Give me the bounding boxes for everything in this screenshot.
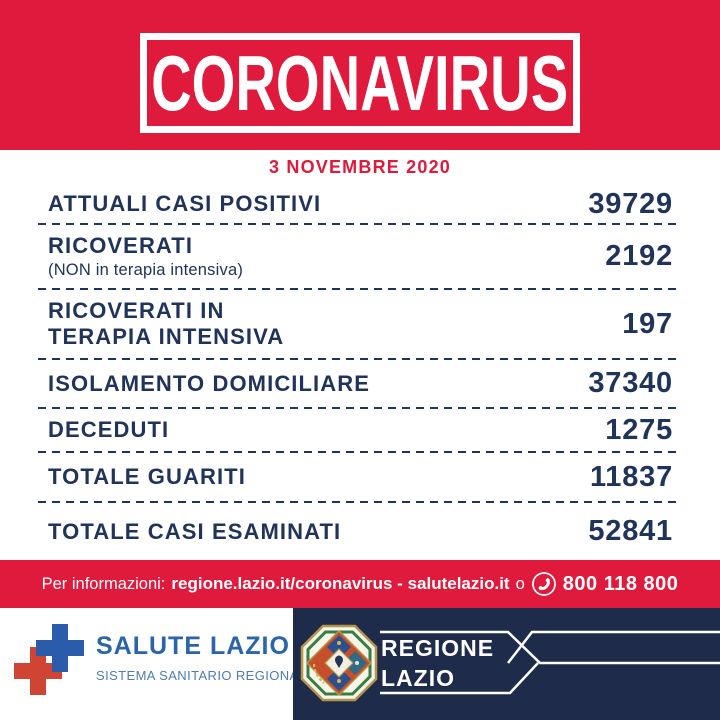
- title-box: CORONAVIRUS: [140, 33, 580, 133]
- regione-lazio-line1: REGIONE: [381, 635, 494, 661]
- dashed-separator: [38, 451, 678, 453]
- stat-label: RICOVERATI IN TERAPIA INTENSIVA: [48, 298, 285, 349]
- stat-label: ATTUALI CASI POSITIVI: [48, 191, 322, 217]
- stat-label: TOTALE GUARITI: [48, 464, 246, 490]
- stat-value: 197: [622, 307, 673, 340]
- stat-label: ISOLAMENTO DOMICILIARE: [48, 370, 371, 396]
- salute-lazio-subtitle: SISTEMA SANITARIO REGIONALE: [96, 668, 316, 683]
- info-prefix: Per informazioni:: [41, 574, 166, 593]
- dashed-separator: [38, 288, 678, 290]
- footer-info-bar: Per informazioni: regione.lazio.it/coron…: [0, 560, 720, 608]
- stat-row-ricoverati: RICOVERATI (NON in terapia intensiva) 21…: [48, 225, 673, 288]
- stat-value: 2192: [605, 240, 673, 272]
- info-links: regione.lazio.it/coronavirus - salutelaz…: [171, 574, 510, 593]
- stat-label: TOTALE CASI ESAMINATI: [48, 518, 342, 544]
- stat-row-isolamento-domiciliare: ISOLAMENTO DOMICILIARE 37340: [48, 360, 673, 407]
- phone-number: 800 118 800: [562, 572, 679, 595]
- report-date: 3 NOVEMBRE 2020: [268, 157, 452, 177]
- info-conjunction: o: [515, 574, 525, 593]
- double-cross-icon: [14, 624, 84, 695]
- stat-value: 52841: [588, 515, 673, 547]
- stat-row-terapia-intensiva: RICOVERATI IN TERAPIA INTENSIVA 197: [48, 290, 673, 358]
- stat-sublabel: (NON in terapia intensiva): [48, 260, 244, 279]
- logos-strip: SALUTE LAZIO SISTEMA SANITARIO REGIONALE: [0, 608, 720, 720]
- regione-lazio-line2: LAZIO: [381, 665, 455, 691]
- regione-lazio-crest-icon: [300, 624, 378, 702]
- stat-value: 39729: [588, 187, 673, 220]
- page-title: CORONAVIRUS: [151, 39, 569, 127]
- stat-label: DECEDUTI: [48, 417, 170, 443]
- stats-table: ATTUALI CASI POSITIVI 39729 RICOVERATI (…: [0, 185, 720, 560]
- regione-lazio-wordmark: REGIONE LAZIO: [380, 630, 720, 695]
- stat-row-totale-casi-esaminati: TOTALE CASI ESAMINATI 52841: [48, 503, 673, 560]
- phone-icon: [531, 572, 556, 596]
- salute-lazio-logo: SALUTE LAZIO SISTEMA SANITARIO REGIONALE: [0, 608, 315, 720]
- header-banner: CORONAVIRUS: [0, 0, 720, 150]
- stat-value: 1275: [605, 413, 673, 446]
- stat-value: 37340: [588, 367, 673, 399]
- dashed-separator: [38, 358, 678, 360]
- dashed-separator: [38, 407, 678, 409]
- stat-label: RICOVERATI: [48, 233, 194, 259]
- dashed-separator: [38, 223, 678, 225]
- stat-row-deceduti: DECEDUTI 1275: [48, 409, 673, 451]
- regione-lazio-logo: REGIONE LAZIO: [293, 608, 720, 720]
- stat-row-totale-guariti: TOTALE GUARITI 11837: [48, 453, 673, 501]
- stat-value: 11837: [589, 460, 673, 493]
- stat-row-attuali-casi-positivi: ATTUALI CASI POSITIVI 39729: [48, 185, 673, 223]
- dashed-separator: [38, 501, 678, 503]
- salute-lazio-name: SALUTE LAZIO: [96, 632, 290, 660]
